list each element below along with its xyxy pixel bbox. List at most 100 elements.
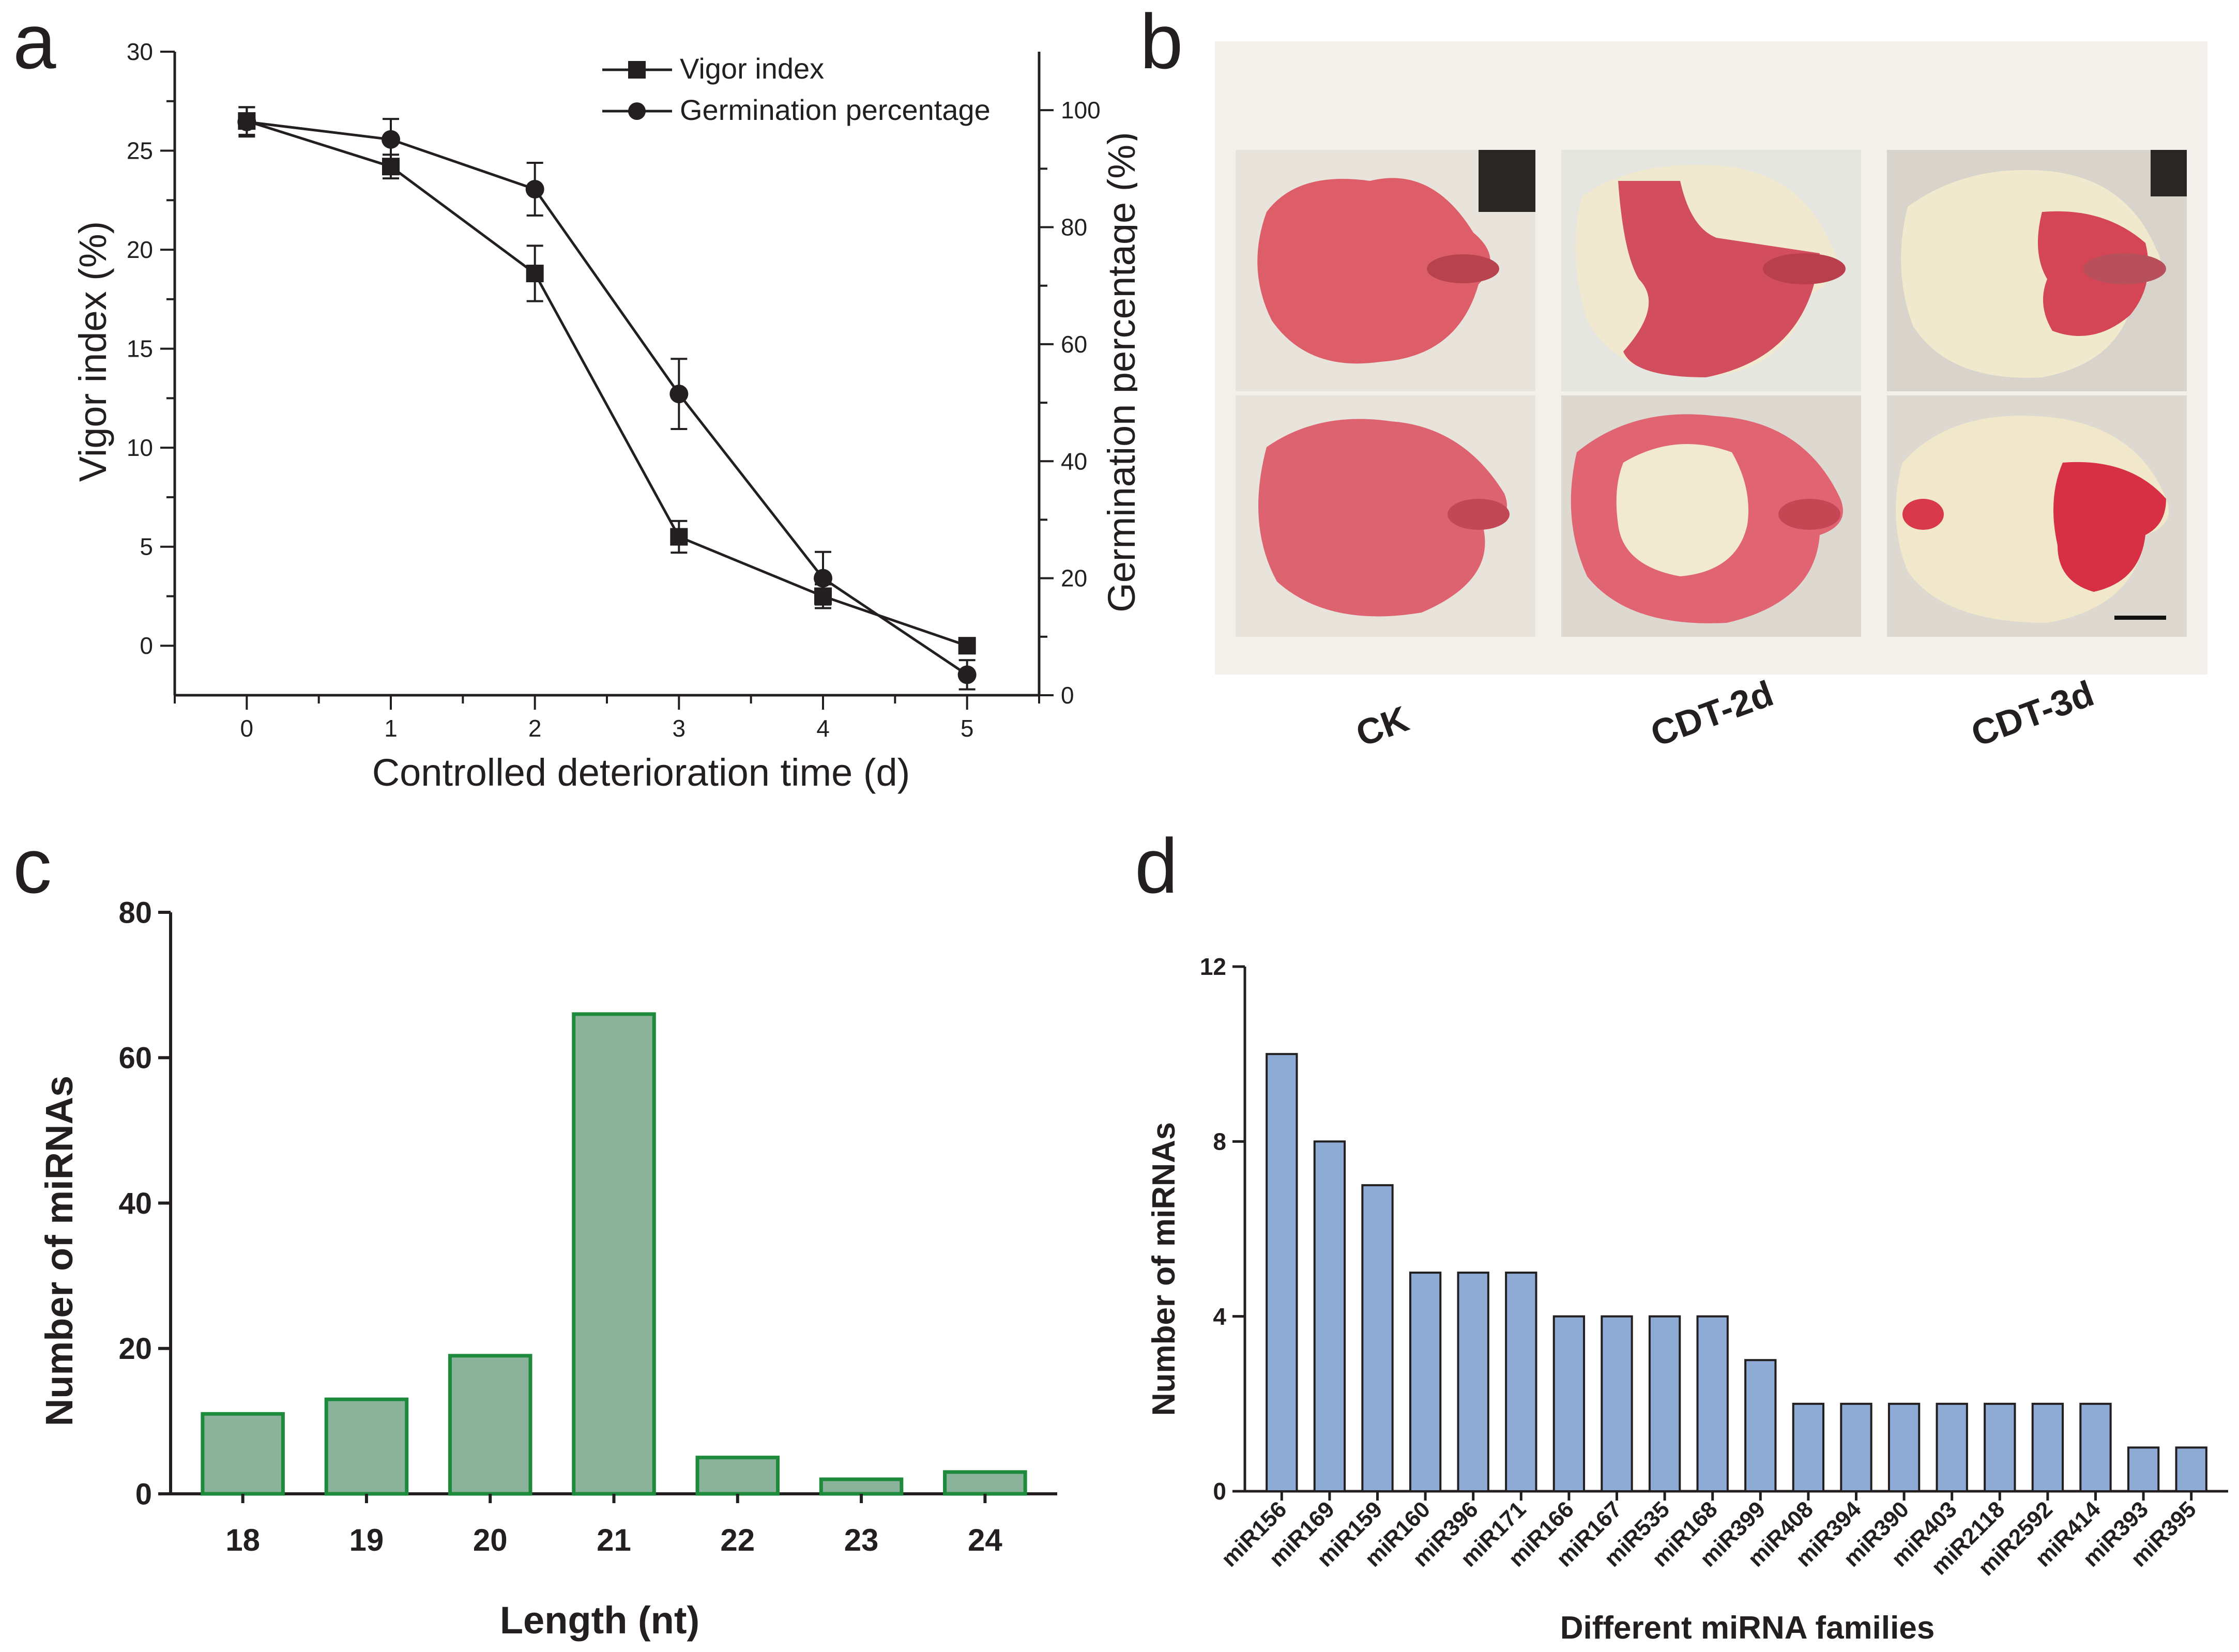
panel-label-b: b bbox=[1140, 0, 1183, 85]
x-tick-label: 18 bbox=[225, 1523, 260, 1557]
stain-area bbox=[2053, 462, 2166, 592]
data-point-circle bbox=[669, 385, 689, 404]
y-tick-label: 5 bbox=[140, 533, 153, 560]
panel-label-c: c bbox=[13, 822, 52, 909]
y-tick-label: 4 bbox=[1213, 1303, 1226, 1330]
bar bbox=[1744, 1359, 1777, 1492]
label-cdt-3d: CDT-3d bbox=[1966, 672, 2099, 755]
y-tick-label: 15 bbox=[127, 335, 153, 362]
bar bbox=[2079, 1402, 2112, 1493]
panel-label-a: a bbox=[13, 0, 56, 85]
y-tick-label: 0 bbox=[135, 1477, 152, 1511]
y2-tick-label: 0 bbox=[1061, 682, 1074, 709]
bar bbox=[448, 1354, 532, 1496]
bar bbox=[1840, 1402, 1872, 1493]
y-tick-label: 20 bbox=[118, 1332, 152, 1366]
legend-marker-square bbox=[628, 61, 646, 79]
y-tick-label: 8 bbox=[1213, 1128, 1226, 1155]
data-point-circle bbox=[814, 569, 832, 588]
bar bbox=[1984, 1402, 2016, 1493]
y-tick-label: 10 bbox=[127, 434, 153, 461]
y-tick-label: 30 bbox=[127, 38, 153, 65]
panel-label-d: d bbox=[1135, 822, 1178, 909]
x-tick-label: 5 bbox=[961, 715, 974, 742]
seed-photo-cdt3-top bbox=[1887, 150, 2187, 391]
x-tick-label: 24 bbox=[968, 1523, 1002, 1557]
bar bbox=[2031, 1402, 2064, 1493]
y2-tick-label: 20 bbox=[1061, 565, 1087, 592]
bar bbox=[2127, 1446, 2160, 1492]
x-tick-label: 23 bbox=[844, 1523, 879, 1557]
series-line bbox=[247, 120, 968, 676]
bar bbox=[2175, 1446, 2207, 1492]
bar bbox=[943, 1470, 1027, 1496]
bar bbox=[1936, 1402, 1968, 1493]
seed-photo-panel bbox=[1215, 41, 2207, 675]
y2-axis-label: Germination percentage (%) bbox=[1100, 132, 1137, 613]
x-tick-label: 0 bbox=[240, 715, 254, 742]
line-chart-deterioration: 0 5 10 15 20 25 30 0 20 40 60 80 100 0 1 2 3 4 5 Controlle… bbox=[71, 38, 1137, 794]
seed-photo-cdt2-bottom bbox=[1561, 395, 1861, 637]
bar bbox=[819, 1477, 904, 1496]
y-tick-label: 0 bbox=[140, 632, 153, 659]
data-point-square bbox=[958, 637, 976, 655]
data-point-circle bbox=[957, 665, 977, 684]
y2-tick-label: 40 bbox=[1061, 448, 1087, 475]
bar bbox=[324, 1397, 409, 1496]
y-axis-label: Vigor index (%) bbox=[71, 221, 114, 482]
bar bbox=[695, 1456, 780, 1496]
x-tick-label: 20 bbox=[473, 1523, 508, 1557]
x-tick-label: 3 bbox=[673, 715, 686, 742]
bar-chart-length: 0 20 40 60 80 18 19 20 21 22 23 24 Length (nt) Num… bbox=[38, 896, 1057, 1642]
x-tick-label: 21 bbox=[597, 1523, 631, 1557]
seed-photo-cdt2-top bbox=[1561, 150, 1861, 391]
y-tick-label: 0 bbox=[1213, 1478, 1226, 1505]
y-axis-label: Number of miRNAs bbox=[1146, 1122, 1182, 1416]
bar bbox=[1696, 1315, 1729, 1493]
bar bbox=[1505, 1272, 1537, 1492]
x-tick-label: 19 bbox=[349, 1523, 384, 1557]
seed-photo-ck-top bbox=[1236, 150, 1535, 391]
series-line bbox=[246, 119, 968, 647]
seed-photo-cdt3-bottom bbox=[1887, 395, 2187, 637]
x-axis-label: Different miRNA families bbox=[1560, 1610, 1935, 1646]
bar bbox=[1887, 1402, 1921, 1493]
bar bbox=[1601, 1315, 1633, 1493]
bar bbox=[1361, 1184, 1394, 1492]
bar bbox=[201, 1412, 285, 1496]
legend-vigor-index: Vigor index bbox=[680, 52, 824, 85]
y-tick-label: 60 bbox=[118, 1042, 152, 1075]
stain-area bbox=[1618, 181, 1820, 377]
bar bbox=[1648, 1315, 1681, 1493]
legend-germination: Germination percentage bbox=[680, 94, 991, 126]
data-point-square bbox=[526, 265, 544, 283]
seed-photo-ck-bottom bbox=[1236, 395, 1535, 637]
y-tick-label: 80 bbox=[118, 896, 152, 929]
label-cdt-2d: CDT-2d bbox=[1645, 672, 1778, 755]
bar bbox=[1313, 1140, 1346, 1492]
bar bbox=[1457, 1272, 1489, 1492]
bar bbox=[572, 1012, 656, 1496]
legend-marker-circle bbox=[628, 102, 646, 120]
x-axis-label: Length (nt) bbox=[500, 1599, 699, 1642]
legend: Vigor index Germination percentage bbox=[602, 52, 991, 126]
data-point-circle bbox=[525, 179, 544, 198]
y-tick-label: 40 bbox=[118, 1187, 152, 1220]
bar bbox=[1266, 1053, 1298, 1492]
y2-tick-label: 80 bbox=[1061, 214, 1087, 241]
data-point-circle bbox=[237, 112, 256, 131]
x-tick-label: 2 bbox=[528, 715, 542, 742]
y2-tick-label: 60 bbox=[1061, 331, 1087, 358]
data-point-square bbox=[670, 528, 688, 546]
bar bbox=[1552, 1315, 1586, 1493]
label-ck: CK bbox=[1350, 698, 1414, 755]
bar bbox=[1409, 1272, 1442, 1492]
y-tick-label: 12 bbox=[1200, 953, 1226, 980]
unstained-area bbox=[1616, 444, 1748, 576]
seed-shape bbox=[1257, 178, 1490, 364]
y-tick-label: 25 bbox=[127, 137, 153, 164]
data-point-circle bbox=[382, 130, 400, 149]
x-axis-label: Controlled deterioration time (d) bbox=[372, 751, 910, 794]
y-tick-label: 20 bbox=[127, 236, 153, 263]
x-tick-label: 4 bbox=[816, 715, 830, 742]
